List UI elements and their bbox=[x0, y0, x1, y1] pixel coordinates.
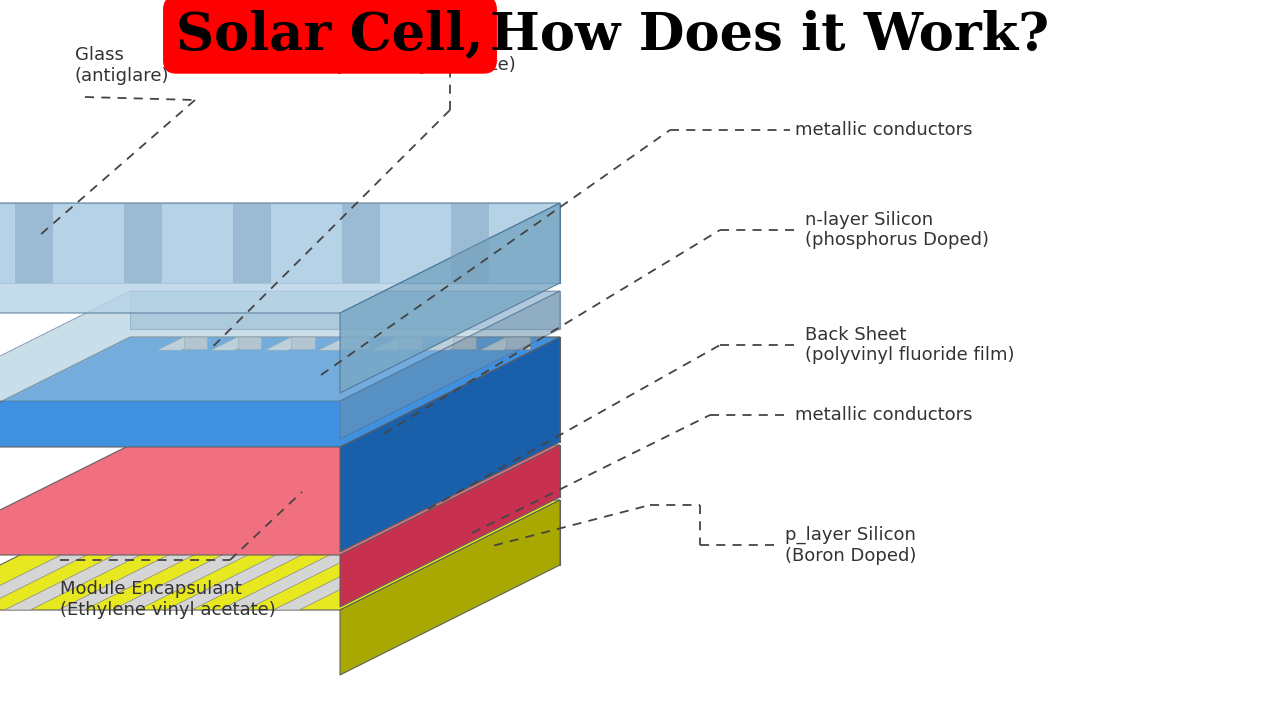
Polygon shape bbox=[5, 500, 251, 610]
Text: Module Encapsulant
(Ethylene vinyl acetate): Module Encapsulant (Ethylene vinyl aceta… bbox=[60, 580, 275, 618]
Polygon shape bbox=[426, 337, 476, 350]
Polygon shape bbox=[342, 203, 380, 283]
Polygon shape bbox=[113, 500, 358, 610]
Polygon shape bbox=[157, 337, 207, 350]
Polygon shape bbox=[274, 500, 520, 610]
Polygon shape bbox=[453, 337, 476, 349]
Polygon shape bbox=[265, 337, 315, 350]
Text: p_layer Silicon
(Boron Doped): p_layer Silicon (Boron Doped) bbox=[785, 526, 916, 564]
Polygon shape bbox=[0, 291, 561, 401]
Polygon shape bbox=[0, 445, 561, 555]
Polygon shape bbox=[480, 337, 530, 350]
Polygon shape bbox=[340, 337, 561, 552]
Polygon shape bbox=[220, 500, 466, 610]
Polygon shape bbox=[184, 337, 207, 349]
Text: metallic conductors: metallic conductors bbox=[795, 406, 973, 424]
Polygon shape bbox=[451, 203, 489, 283]
Polygon shape bbox=[292, 337, 315, 349]
Polygon shape bbox=[233, 203, 271, 283]
Polygon shape bbox=[399, 337, 422, 349]
Polygon shape bbox=[0, 500, 197, 610]
Polygon shape bbox=[372, 337, 422, 350]
Polygon shape bbox=[14, 203, 52, 283]
Polygon shape bbox=[0, 203, 561, 283]
Polygon shape bbox=[131, 337, 561, 442]
Text: n-layer Silicon
(phosphorus Doped): n-layer Silicon (phosphorus Doped) bbox=[805, 211, 989, 249]
Polygon shape bbox=[340, 500, 561, 675]
Text: Module Encapsulant
(Ethylene vinyl acetate): Module Encapsulant (Ethylene vinyl aceta… bbox=[300, 35, 516, 74]
Polygon shape bbox=[319, 337, 369, 350]
Polygon shape bbox=[238, 337, 261, 349]
Polygon shape bbox=[59, 500, 305, 610]
Text: Glass
(antiglare): Glass (antiglare) bbox=[76, 46, 169, 85]
Text: metallic conductors: metallic conductors bbox=[795, 121, 973, 139]
Polygon shape bbox=[340, 203, 561, 393]
Polygon shape bbox=[124, 203, 161, 283]
Ellipse shape bbox=[87, 570, 474, 595]
Polygon shape bbox=[346, 337, 369, 349]
Text: How Does it Work?: How Does it Work? bbox=[490, 9, 1050, 60]
Polygon shape bbox=[340, 291, 561, 439]
Polygon shape bbox=[211, 337, 261, 350]
Polygon shape bbox=[166, 500, 412, 610]
Polygon shape bbox=[131, 500, 561, 565]
Polygon shape bbox=[131, 445, 561, 497]
Polygon shape bbox=[0, 203, 561, 313]
Polygon shape bbox=[507, 337, 530, 349]
Polygon shape bbox=[0, 500, 561, 610]
Text: Solar Cell,: Solar Cell, bbox=[177, 9, 484, 60]
Polygon shape bbox=[131, 291, 561, 329]
Text: Back Sheet
(polyvinyl fluoride film): Back Sheet (polyvinyl fluoride film) bbox=[805, 325, 1015, 364]
Polygon shape bbox=[0, 337, 561, 447]
Polygon shape bbox=[340, 445, 561, 607]
